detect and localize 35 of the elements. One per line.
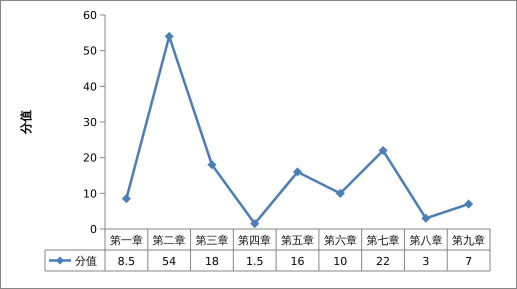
data-label: 3 bbox=[422, 255, 430, 268]
data-label: 18 bbox=[204, 255, 219, 268]
y-tick-label: 30 bbox=[83, 116, 97, 129]
y-tick-label: 0 bbox=[90, 223, 97, 236]
point bbox=[378, 146, 388, 156]
y-tick-label: 60 bbox=[83, 9, 97, 22]
x-tick-label: 第三章 bbox=[195, 234, 228, 247]
point bbox=[122, 194, 131, 204]
y-axis-title: 分值 bbox=[19, 110, 33, 135]
x-tick-label: 第五章 bbox=[281, 234, 314, 247]
point bbox=[421, 214, 430, 223]
point bbox=[336, 188, 345, 198]
y-tick-label: 10 bbox=[83, 187, 97, 200]
data-label: 22 bbox=[376, 255, 390, 268]
data-label: 10 bbox=[333, 255, 348, 268]
data-label: 7 bbox=[465, 255, 472, 268]
data-label: 16 bbox=[290, 255, 304, 268]
point bbox=[207, 160, 216, 170]
y-tick-label: 50 bbox=[83, 44, 97, 58]
data-label: 1.5 bbox=[246, 255, 264, 268]
x-tick-label: 第一章 bbox=[110, 234, 143, 247]
y-tick-label: 20 bbox=[83, 152, 97, 165]
point bbox=[293, 167, 302, 176]
x-tick-label: 第二章 bbox=[152, 234, 186, 247]
x-tick-label: 第九章 bbox=[452, 234, 486, 247]
data-label: 8.5 bbox=[118, 255, 136, 268]
point bbox=[464, 200, 474, 209]
x-tick-label: 第七章 bbox=[366, 234, 400, 247]
x-tick-label: 第四章 bbox=[238, 234, 272, 247]
legend-label: 分值 bbox=[75, 254, 97, 268]
point bbox=[250, 219, 260, 228]
y-tick-label: 40 bbox=[83, 80, 97, 94]
x-tick-label: 第六章 bbox=[324, 234, 357, 247]
data-label: 54 bbox=[162, 255, 176, 268]
x-tick-label: 第八章 bbox=[409, 234, 442, 247]
